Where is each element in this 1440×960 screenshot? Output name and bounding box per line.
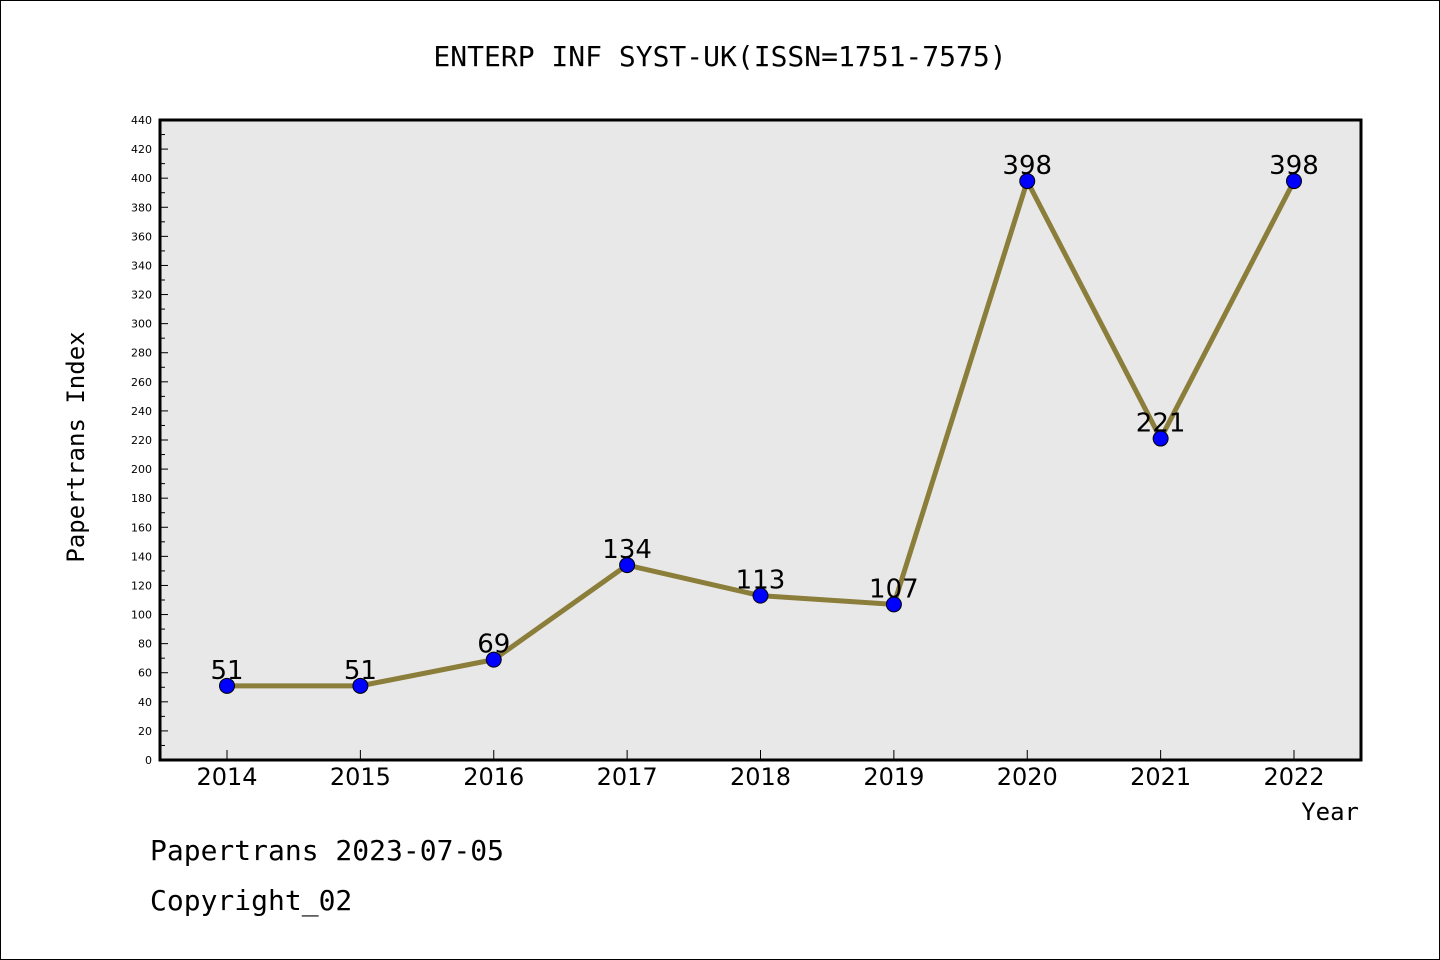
data-label: 69 — [477, 630, 510, 660]
x-tick-label: 2014 — [196, 763, 257, 791]
y-tick-label: 40 — [138, 696, 152, 709]
data-labels: 51 51 69 134 113 107 398 221 398 — [210, 151, 1318, 686]
y-tick-label: 60 — [138, 667, 152, 680]
y-tick-label: 260 — [131, 376, 152, 389]
y-tick-label: 440 — [131, 114, 152, 127]
data-label: 398 — [1269, 151, 1319, 181]
data-point — [352, 677, 369, 694]
y-tick-label: 0 — [145, 754, 152, 767]
x-tick-label: 2019 — [863, 763, 924, 791]
y-tick-label: 120 — [131, 579, 152, 592]
footer-source: Papertrans 2023-07-05 — [150, 834, 505, 867]
y-tick-label: 360 — [131, 230, 152, 243]
data-point — [219, 677, 235, 694]
data-point — [1019, 173, 1036, 190]
y-tick-label: 400 — [131, 172, 152, 185]
y-tick-label: 240 — [131, 405, 152, 418]
series-line-group — [219, 173, 1302, 694]
footer-copyright: Copyright_02 — [150, 884, 353, 917]
x-tick-label: 2020 — [997, 763, 1058, 791]
x-tick-label: 2022 — [1263, 763, 1324, 791]
data-point — [885, 596, 902, 613]
data-label: 107 — [869, 574, 919, 604]
data-label: 51 — [344, 656, 377, 686]
x-tick-label: 2015 — [330, 763, 391, 791]
y-tick-label: 80 — [138, 638, 152, 651]
data-label: 398 — [1002, 151, 1052, 181]
y-tick-label: 380 — [131, 201, 152, 214]
data-point — [752, 587, 769, 604]
x-axis: 2014 2015 2016 2017 2018 2019 2020 2021 2022 — [196, 750, 1325, 791]
chart-title: ENTERP INF SYST-UK(ISSN=1751-7575) — [433, 40, 1006, 73]
y-tick-label: 200 — [131, 463, 152, 476]
y-tick-label: 160 — [131, 521, 152, 534]
y-tick-label: 20 — [138, 725, 152, 738]
y-tick-label: 280 — [131, 347, 152, 360]
data-point — [619, 557, 636, 574]
y-tick-label: 320 — [131, 289, 152, 302]
x-tick-label: 2021 — [1130, 763, 1191, 791]
y-tick-label: 300 — [131, 318, 152, 331]
data-label: 134 — [602, 535, 652, 565]
y-tick-label: 180 — [131, 492, 152, 505]
y-tick-label: 100 — [131, 609, 152, 622]
x-axis-title: Year — [1301, 798, 1359, 826]
y-axis-title: Papertrans Index — [62, 331, 90, 562]
x-tick-label: 2016 — [463, 763, 524, 791]
y-tick-label: 140 — [131, 550, 152, 563]
data-point — [1286, 173, 1302, 190]
data-point — [485, 651, 502, 668]
plot-area — [160, 120, 1361, 760]
y-tick-label: 340 — [131, 259, 152, 272]
data-label: 51 — [210, 656, 243, 686]
y-axis: 0 20 40 60 80 100 120 140 160 180 200 220 240 260 280 3… — [131, 114, 168, 767]
data-label: 113 — [736, 566, 786, 596]
plot-border — [158, 118, 1363, 762]
data-point — [1152, 430, 1169, 447]
y-tick-label: 420 — [131, 143, 152, 156]
y-tick-label: 220 — [131, 434, 152, 447]
x-tick-label: 2018 — [730, 763, 791, 791]
data-label: 221 — [1136, 409, 1186, 439]
x-tick-label: 2017 — [597, 763, 658, 791]
